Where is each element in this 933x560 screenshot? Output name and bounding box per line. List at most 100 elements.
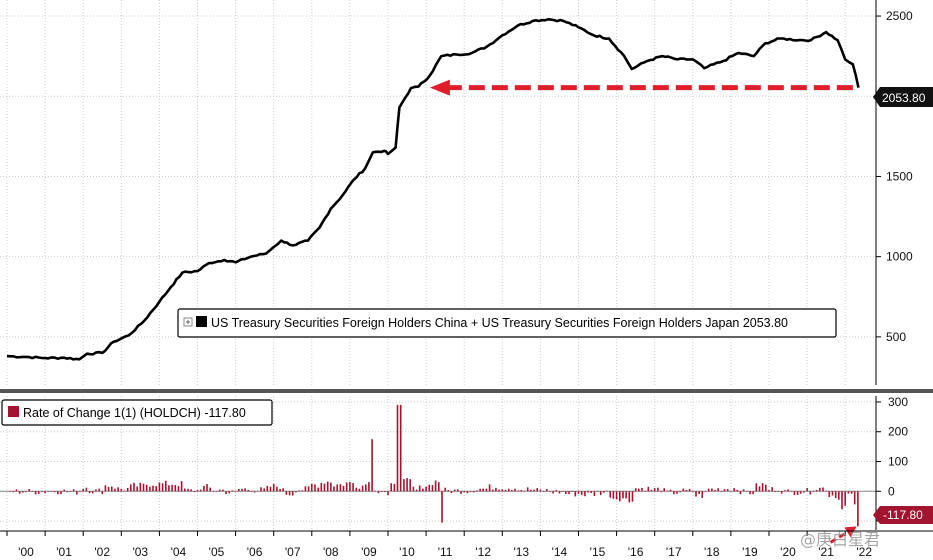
x-tick-label: '13 (513, 545, 529, 559)
roc-bar (793, 491, 796, 495)
roc-bar (180, 481, 183, 492)
sub-y-tick-label: 0 (888, 484, 895, 498)
sub-y-tick-label: 100 (888, 455, 908, 469)
roc-bar (111, 486, 113, 492)
roc-bar (834, 491, 837, 499)
roc-bar (384, 491, 386, 493)
roc-bar (453, 489, 456, 492)
roc-bar (571, 491, 573, 492)
roc-bar (780, 491, 783, 494)
roc-bar (190, 489, 192, 492)
roc-bar (320, 482, 323, 492)
roc-bar (466, 491, 469, 494)
x-tick-label: '03 (132, 545, 148, 559)
roc-bar (142, 483, 145, 492)
sub-legend-swatch (8, 406, 19, 417)
roc-bar (218, 489, 221, 492)
roc-bar (526, 487, 529, 492)
roc-bar (530, 489, 532, 492)
roc-bar (431, 485, 434, 492)
roc-bar (25, 491, 27, 493)
roc-bar (777, 491, 780, 492)
main-y-axis: 5001000150020002500 (875, 0, 913, 385)
roc-bar (746, 491, 748, 492)
roc-bar (853, 491, 856, 505)
roc-bar (123, 490, 126, 492)
roc-bar (174, 485, 177, 492)
roc-bar (653, 488, 656, 492)
roc-bar (593, 491, 596, 496)
roc-bar (339, 484, 342, 492)
roc-bar (634, 488, 637, 492)
separator-bar[interactable] (0, 389, 933, 393)
roc-bar (69, 491, 72, 492)
roc-bar (418, 485, 421, 492)
roc-bar (28, 489, 30, 492)
roc-bar (755, 483, 758, 492)
roc-bar (482, 488, 484, 492)
roc-bar (650, 489, 653, 492)
roc-bar (199, 489, 202, 492)
roc-bar (377, 491, 380, 494)
roc-bar (736, 489, 739, 492)
x-axis: '00 '01 '02 '03 '04 '05 '06 '07 '08 '09 '10 '11 '12 '… (0, 530, 933, 559)
roc-bar (301, 490, 304, 492)
roc-bar (641, 487, 643, 492)
roc-bar (257, 490, 259, 492)
roc-bar (15, 489, 18, 492)
roc-bar (720, 491, 723, 492)
roc-bar (590, 491, 592, 494)
roc-bar (396, 404, 399, 492)
roc-bar (250, 491, 253, 492)
roc-bar (752, 491, 754, 495)
roc-bar (825, 490, 827, 492)
roc-bar (457, 489, 459, 492)
roc-bar (774, 491, 777, 493)
roc-bar (371, 439, 373, 492)
roc-bar (695, 491, 697, 497)
roc-bar (155, 486, 157, 492)
roc-bar (317, 487, 319, 492)
roc-bar (815, 490, 818, 492)
roc-bar (263, 488, 265, 492)
roc-bars (9, 404, 859, 527)
main-y-tick-label: 2500 (886, 9, 913, 23)
roc-bar (82, 488, 84, 492)
roc-bar (685, 490, 688, 492)
main-legend-box (177, 308, 837, 338)
roc-bar (844, 491, 846, 506)
roc-bar (247, 489, 250, 492)
roc-bar (819, 487, 821, 492)
roc-bar (542, 491, 545, 492)
roc-bar (615, 491, 618, 500)
roc-bar (749, 491, 751, 495)
roc-bar (599, 491, 602, 496)
roc-bar (380, 491, 383, 492)
roc-bar (552, 491, 554, 494)
roc-bar (501, 489, 504, 492)
roc-bar (244, 488, 246, 492)
roc-bar (307, 486, 310, 492)
roc-bar (822, 487, 824, 492)
roc-bar (580, 491, 583, 495)
roc-bar (663, 488, 665, 492)
x-tick-label: '04 (171, 545, 187, 559)
sub-arrow-head (844, 526, 857, 538)
main-y-tick-label: 1000 (886, 250, 913, 264)
roc-bar (841, 491, 843, 510)
roc-bar (95, 489, 97, 492)
roc-bar (260, 487, 262, 492)
roc-bar (438, 482, 440, 492)
roc-bar (234, 490, 237, 492)
roc-bar (533, 489, 535, 492)
roc-bar (561, 491, 564, 492)
roc-bar (298, 490, 300, 492)
roc-bar (288, 491, 291, 496)
roc-bar (704, 491, 707, 492)
roc-bar (450, 491, 453, 493)
roc-bar (12, 491, 15, 493)
roc-bar (161, 483, 164, 492)
roc-bar (114, 488, 116, 492)
roc-bar (171, 484, 173, 492)
